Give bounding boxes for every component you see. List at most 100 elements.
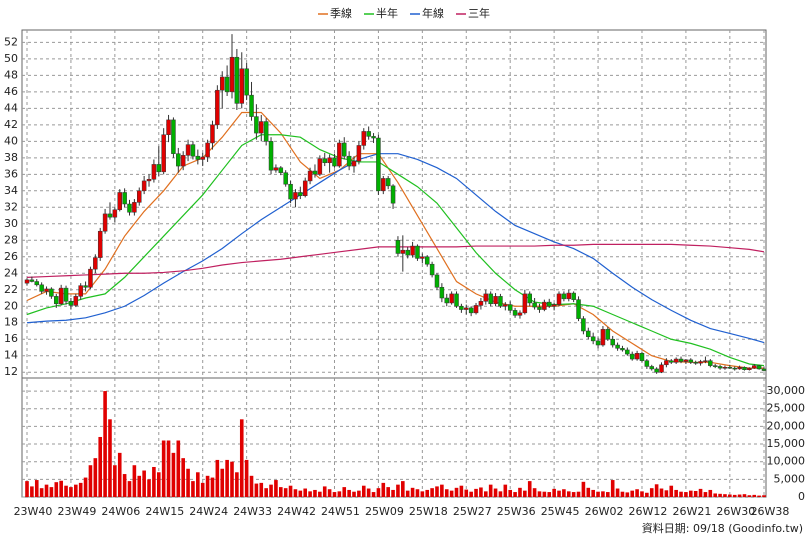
volume-bar <box>327 489 332 497</box>
y-tick-label: 24 <box>4 266 18 279</box>
candle-body <box>751 365 757 369</box>
candle-body <box>717 366 723 369</box>
volume-bar <box>264 488 268 497</box>
candle-body <box>346 155 352 167</box>
x-tick-label: 26W21 <box>672 505 711 518</box>
legend-label: 半年 <box>376 6 398 20</box>
candle-body <box>381 178 386 192</box>
candle-body <box>132 202 137 213</box>
volume-bar <box>493 488 498 497</box>
volume-bar <box>166 440 171 497</box>
candle-body <box>322 158 327 164</box>
candle-body <box>444 297 449 304</box>
volume-bar <box>547 492 552 497</box>
volume-bar <box>649 488 654 497</box>
x-tick-label: 25W45 <box>541 505 580 518</box>
candle-body <box>556 293 562 305</box>
volume-bar <box>200 482 205 497</box>
volume-bar <box>205 475 210 497</box>
volume-bar <box>259 482 264 497</box>
candle-body <box>595 340 601 346</box>
legend-label: 年線 <box>422 6 444 20</box>
candle-body <box>615 344 620 349</box>
volume-bar <box>591 489 595 497</box>
volume-bar <box>103 391 107 497</box>
x-tick-label: 26W02 <box>585 505 624 518</box>
candle-body <box>703 360 708 362</box>
candle-body <box>654 368 659 373</box>
volume-bar <box>34 480 39 497</box>
candle-body <box>683 359 689 362</box>
volume-bar <box>737 494 742 497</box>
candle-body <box>88 268 93 288</box>
ma-line <box>26 153 765 344</box>
volume-bar <box>483 491 488 497</box>
candle-body <box>215 89 220 126</box>
candle-body <box>107 213 113 218</box>
candle-body <box>712 365 718 367</box>
candle-body <box>102 213 108 232</box>
candle-body <box>747 367 752 371</box>
x-tick-label: 24W42 <box>277 505 316 518</box>
volume-bar <box>679 491 683 497</box>
volume-bar <box>513 492 517 497</box>
candle-body <box>200 156 205 160</box>
volume-bar <box>191 481 195 497</box>
y-tick-label: 48 <box>4 68 18 81</box>
candle-body <box>93 257 98 270</box>
candle-body <box>415 245 420 259</box>
volume-bar <box>405 490 410 497</box>
candle-body <box>678 358 684 362</box>
volume-bar <box>523 490 527 497</box>
candle-body <box>356 145 362 162</box>
volume-bar <box>357 490 361 497</box>
candle-body <box>454 293 459 307</box>
candle-body <box>727 367 733 369</box>
volume-bar <box>391 489 395 497</box>
candle-body <box>600 329 606 346</box>
y-tick-label: 52 <box>4 35 18 48</box>
volume-bar <box>293 489 298 497</box>
candle-body <box>259 121 264 134</box>
candle-body <box>405 249 410 256</box>
volume-bar <box>596 491 600 497</box>
volume-bar <box>78 482 83 497</box>
candle-body <box>761 368 767 371</box>
volume-bar <box>401 481 405 497</box>
y-tick-label: 28 <box>4 233 18 246</box>
candle-body <box>298 192 303 197</box>
volume-bar <box>386 487 390 497</box>
volume-bar <box>645 492 649 497</box>
volume-bar <box>566 491 571 497</box>
candle-body <box>366 131 371 137</box>
volume-bar <box>283 488 288 497</box>
candle-body <box>117 192 122 211</box>
candle-body <box>283 172 288 185</box>
volume-bar <box>586 487 591 497</box>
candle-body <box>673 358 679 363</box>
candle-body <box>688 359 694 363</box>
volume-bar <box>674 489 678 497</box>
y-tick-label: 38 <box>4 151 18 164</box>
candle-body <box>464 307 469 310</box>
volume-bar <box>552 488 556 497</box>
y-tick-label: 26 <box>4 250 18 263</box>
volume-bar <box>313 489 317 497</box>
volume-bar <box>303 488 308 497</box>
candle-body <box>410 245 415 256</box>
candle-body <box>503 304 508 307</box>
volume-bar <box>132 465 137 497</box>
volume-bar <box>479 487 483 497</box>
x-tick-label: 23W40 <box>14 505 53 518</box>
volume-bar <box>723 494 727 497</box>
candle-body <box>224 76 230 93</box>
volume-bar <box>527 481 532 497</box>
candle-body <box>112 209 118 218</box>
volume-bar <box>542 491 547 497</box>
volume-bar <box>503 484 508 497</box>
volume-bar <box>279 487 283 497</box>
volume-bar <box>508 489 512 497</box>
candle-body <box>566 292 572 300</box>
volume-bar <box>54 482 59 497</box>
candle-body <box>151 164 157 180</box>
